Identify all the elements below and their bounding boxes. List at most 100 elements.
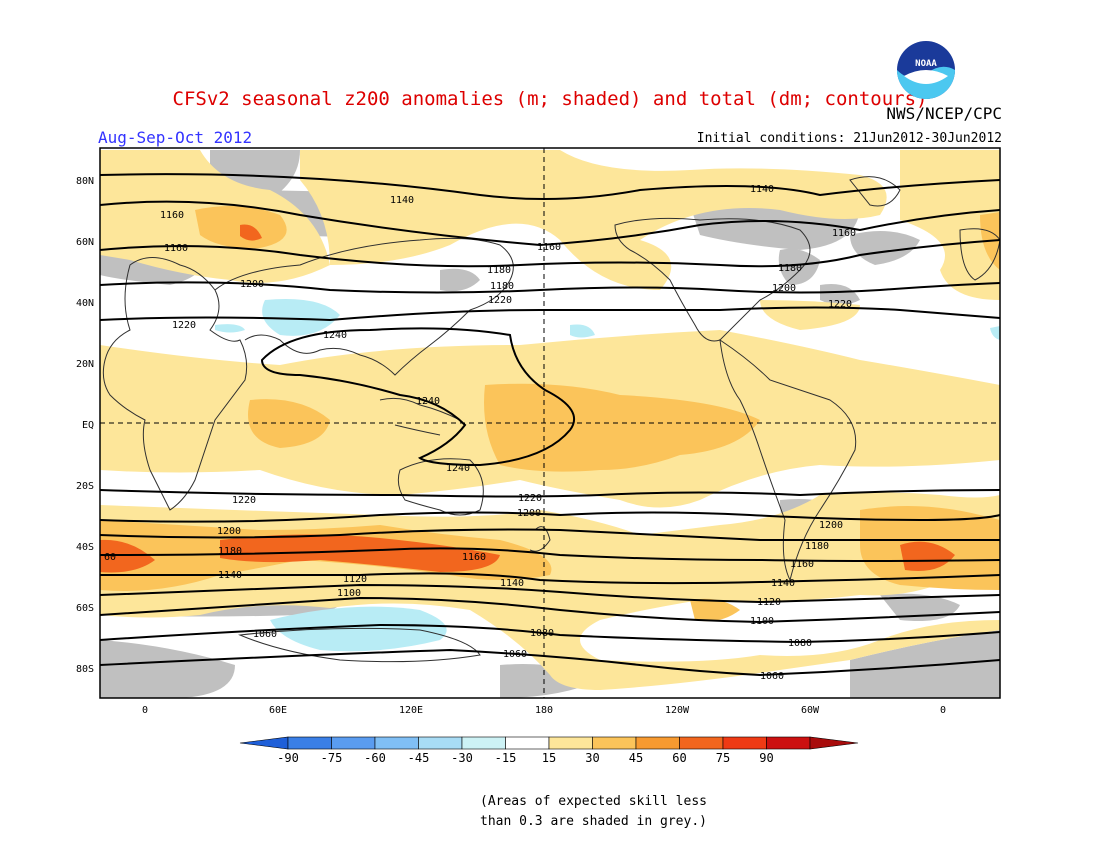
contour-label: 1180 <box>218 546 242 557</box>
colorbar-swatch <box>461 736 506 750</box>
contour-label: 1220 <box>828 299 852 310</box>
lon-label: 0 <box>940 705 946 716</box>
contour-label: 1180 <box>487 265 511 276</box>
contour-label: 1080 <box>530 628 554 639</box>
contour-label: 1220 <box>488 295 512 306</box>
colorbar-tick-label: 75 <box>716 751 730 765</box>
contour-label: 1240 <box>446 463 470 474</box>
colorbar-swatch <box>374 736 419 750</box>
colorbar-tick-label: 15 <box>542 751 556 765</box>
lat-label: EQ <box>82 420 94 431</box>
contour-label: 1200 <box>217 526 241 537</box>
contour-label: 1160 <box>164 243 188 254</box>
contour-label: 1060 <box>503 649 527 660</box>
colorbar-swatch <box>418 736 463 750</box>
season-label: Aug-Sep-Oct 2012 <box>98 128 253 147</box>
contour-label: 1060 <box>760 671 784 682</box>
map-panel: 1140 1140 1160 1160 1160 1160 1180 1180 … <box>99 147 1001 699</box>
lon-label: 120E <box>399 705 423 716</box>
positive-anomaly-45 <box>100 224 955 573</box>
lat-label: 20N <box>76 359 94 370</box>
contour-label: 1220 <box>518 493 542 504</box>
colorbar-tick-label: -60 <box>364 751 386 765</box>
colorbar-swatch <box>592 736 637 750</box>
contour-label: 1140 <box>390 195 414 206</box>
colorbar-max-arrow <box>809 736 859 750</box>
colorbar-swatch <box>548 736 593 750</box>
colorbar-tick-label: 90 <box>759 751 773 765</box>
skill-note: (Areas of expected skill less than 0.3 a… <box>480 792 707 832</box>
lat-label: 40N <box>76 298 94 309</box>
color-bar: -90 -75 -60 -45 -30 -15 15 30 45 60 75 90 <box>239 736 859 765</box>
contour-label: 1160 <box>537 242 561 253</box>
contour-label: 1180 <box>778 263 802 274</box>
contour-label: 1200 <box>240 279 264 290</box>
contour-label: 1060 <box>253 629 277 640</box>
contour-label: 1160 <box>462 552 486 563</box>
contour-label: 1100 <box>750 616 774 627</box>
lon-label: 0 <box>142 705 148 716</box>
noaa-logo-text: NOAA <box>915 59 937 69</box>
height-contours <box>99 173 1001 677</box>
contour-label: 60 <box>104 552 116 563</box>
noaa-logo-icon: NOAA <box>897 41 955 99</box>
colorbar-tick-label: -30 <box>451 751 473 765</box>
lat-label: 20S <box>76 481 94 492</box>
contour-label: 1100 <box>337 588 361 599</box>
continent-outlines <box>102 176 1001 663</box>
colorbar-swatch <box>331 736 376 750</box>
colorbar-tick-label: -45 <box>408 751 430 765</box>
contour-labels: 1140 1140 1160 1160 1160 1160 1180 1180 … <box>104 184 856 682</box>
chart-title: CFSv2 seasonal z200 anomalies (m; shaded… <box>172 88 928 110</box>
contour-label: 1200 <box>819 520 843 531</box>
contour-label: 1180 <box>490 281 514 292</box>
lon-label: 60E <box>269 705 287 716</box>
colorbar-swatch <box>766 736 811 750</box>
colorbar-tick-label: -15 <box>495 751 517 765</box>
contour-label: 1080 <box>788 638 812 649</box>
contour-label: 1200 <box>772 283 796 294</box>
colorbar-swatch <box>505 736 550 750</box>
lat-label: 80S <box>76 664 94 675</box>
colorbar-min-arrow <box>239 736 289 750</box>
contour-label: 1140 <box>500 578 524 589</box>
contour-label: 1240 <box>323 330 347 341</box>
lat-label: 60N <box>76 237 94 248</box>
contour-label: 1200 <box>517 508 541 519</box>
lat-label: 80N <box>76 176 94 187</box>
contour-label: 1220 <box>232 495 256 506</box>
contour-label: 1160 <box>790 559 814 570</box>
contour-label: 1160 <box>160 210 184 221</box>
skill-note-line2: than 0.3 are shaded in grey.) <box>480 814 707 829</box>
contour-label: 1160 <box>832 228 856 239</box>
contour-label: 1180 <box>805 541 829 552</box>
skill-note-line1: (Areas of expected skill less <box>480 794 707 809</box>
lon-label: 60W <box>801 705 820 716</box>
lon-label: 180 <box>535 705 553 716</box>
colorbar-swatch <box>679 736 724 750</box>
lat-label: 40S <box>76 542 94 553</box>
colorbar-tick-label: 60 <box>672 751 686 765</box>
negative-anomaly-15 <box>215 299 1000 652</box>
colorbar-tick-label: 45 <box>629 751 643 765</box>
lat-label: 60S <box>76 603 94 614</box>
contour-label: 1140 <box>750 184 774 195</box>
contour-label: 1140 <box>771 578 795 589</box>
colorbar-tick-label: -90 <box>277 751 299 765</box>
lat-axis: 80N 60N 40N 20N EQ 20S 40S 60S 80S <box>76 176 94 675</box>
colorbar-swatch <box>635 736 680 750</box>
colorbar-swatch <box>722 736 767 750</box>
contour-label: 1220 <box>172 320 196 331</box>
lon-axis: 0 60E 120E 180 120W 60W 0 <box>142 705 946 716</box>
contour-label: 1240 <box>416 396 440 407</box>
lon-label: 120W <box>665 705 690 716</box>
colorbar-tick-label: -75 <box>321 751 343 765</box>
contour-label: 1120 <box>757 597 781 608</box>
initial-conditions-label: Initial conditions: 21Jun2012-30Jun2012 <box>696 131 1002 146</box>
contour-label: 1140 <box>218 570 242 581</box>
agency-label: NWS/NCEP/CPC <box>886 104 1002 123</box>
colorbar-tick-label: 30 <box>585 751 599 765</box>
colorbar-swatch <box>287 736 332 750</box>
contour-label: 1120 <box>343 574 367 585</box>
